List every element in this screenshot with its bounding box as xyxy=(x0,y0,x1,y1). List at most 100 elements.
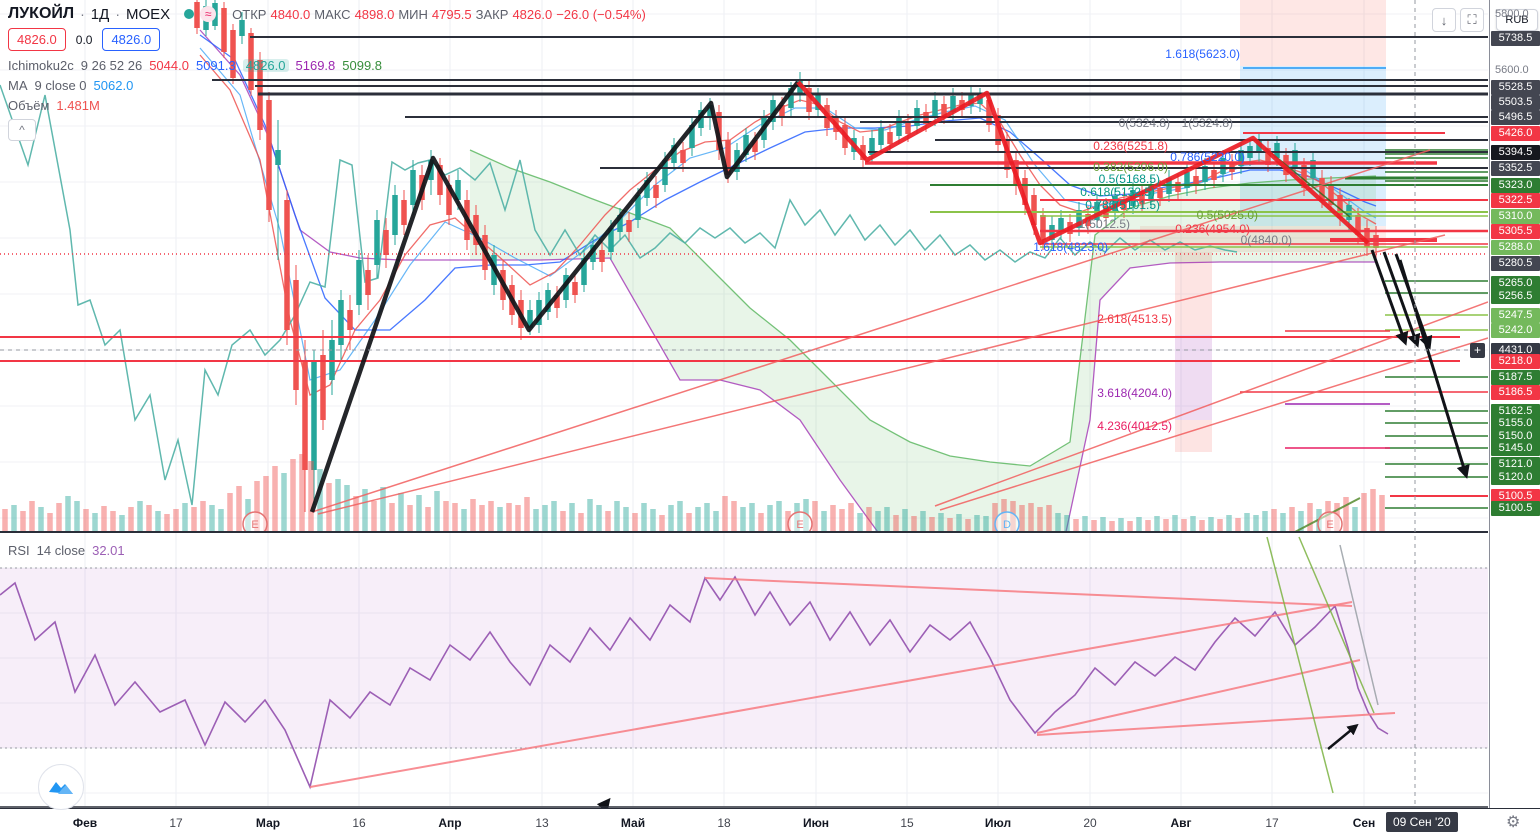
drawn-trend-line[interactable] xyxy=(311,149,1431,513)
volume-bar xyxy=(596,505,602,531)
candle-body xyxy=(239,20,245,36)
price-line-label: 5394.5 xyxy=(1491,144,1540,160)
drawn-trend-line[interactable] xyxy=(939,337,1488,511)
volume-bar xyxy=(389,503,395,531)
rsi-trend-line[interactable] xyxy=(1036,659,1361,734)
annotation-arrow[interactable] xyxy=(1382,251,1421,348)
maximize-pane-button[interactable]: ⛶ xyxy=(1460,8,1484,32)
collapse-legend-button[interactable]: ^ xyxy=(8,119,36,141)
candle-body xyxy=(1058,218,1064,232)
candle-body xyxy=(473,215,479,245)
tradingview-logo[interactable] xyxy=(38,764,84,810)
rsi-trend-line[interactable] xyxy=(1298,536,1375,714)
fib-level-label[interactable]: 0.618(5132.5) xyxy=(1080,185,1155,199)
event-marker[interactable]: E xyxy=(787,511,813,536)
volume-bar xyxy=(1271,509,1277,531)
rsi-legend-row[interactable]: RSI 14 close 32.01 xyxy=(8,543,125,558)
volume-bar xyxy=(299,454,305,531)
ma-legend-row[interactable]: MA 9 close 0 5062.0 xyxy=(8,79,646,92)
volume-bar xyxy=(965,519,971,531)
fib-level-label[interactable]: 0.382(5206.0) xyxy=(1093,160,1168,174)
volume-bar xyxy=(488,501,494,531)
event-marker-letter: D xyxy=(1003,519,1011,531)
price-axis[interactable]: RUB 5800.0 5600.0 5738.5 5528.5 5503.5 5496.5… xyxy=(1489,0,1540,808)
fib-level-label[interactable]: 0.5(5025.0) xyxy=(1197,208,1258,222)
scroll-to-recent-button[interactable]: ↓ xyxy=(1432,8,1456,32)
volume-bar xyxy=(695,507,701,531)
time-axis[interactable]: 09 Сен '20 ⚙ Фев 17 Мар 16 Апр 13 Май 18 Июн 15 Ию… xyxy=(0,808,1540,835)
sell-price-button[interactable]: 4826.0 xyxy=(8,28,66,51)
fib-level-label[interactable]: 0(5324.8) xyxy=(1119,116,1170,130)
ichimoku-name: Ichimoku2c xyxy=(8,58,74,73)
rsi-trend-line[interactable] xyxy=(1266,536,1334,794)
volume-bar xyxy=(830,505,836,531)
price-line-label: 5100.5 xyxy=(1491,500,1540,516)
ichimoku-legend-row[interactable]: Ichimoku2c 9 26 52 26 5044.0 5091.3 4826… xyxy=(8,59,646,72)
fib-level-label[interactable]: 1(5012.5) xyxy=(1079,217,1130,231)
highlight-band[interactable] xyxy=(1175,335,1212,420)
volume-bar xyxy=(1199,520,1205,531)
candle-body xyxy=(1193,176,1199,186)
candle-body xyxy=(635,195,641,220)
event-marker[interactable]: D xyxy=(994,511,1020,536)
fib-level-label[interactable]: 0(4840.0) xyxy=(1241,233,1292,247)
fib-level-label[interactable]: 4.236(4012.5) xyxy=(1097,419,1172,433)
rsi-trend-line[interactable] xyxy=(309,601,1353,788)
zigzag-red[interactable] xyxy=(796,80,1370,246)
price-line-label: 5280.5 xyxy=(1491,255,1540,271)
price-line-label: 5738.5 xyxy=(1491,30,1540,46)
volume-bar xyxy=(56,503,62,531)
fib-level-label[interactable]: 0.5(5168.5) xyxy=(1099,172,1160,186)
annotation-arrow[interactable] xyxy=(1398,259,1470,479)
interval-label[interactable]: 1Д xyxy=(90,5,110,23)
buy-price-button[interactable]: 4826.0 xyxy=(102,28,161,51)
fib-level-label[interactable]: 0.786(5220.0) xyxy=(1170,150,1245,164)
event-marker[interactable]: E xyxy=(242,511,268,536)
candle-body xyxy=(374,220,380,265)
approx-price-icon[interactable]: ≈ xyxy=(200,6,217,22)
volume-bar xyxy=(263,476,269,531)
candle-body xyxy=(320,355,326,420)
fib-level-label[interactable]: 0.236(4954.0) xyxy=(1175,222,1250,236)
rsi-trend-line[interactable] xyxy=(1339,544,1379,706)
candle-body xyxy=(779,105,785,118)
fib-level-label[interactable]: 0.786(5101.5) xyxy=(1085,198,1160,212)
volume-bar xyxy=(479,505,485,531)
volume-bar xyxy=(506,503,512,531)
highlight-band[interactable] xyxy=(1175,420,1212,452)
axis-settings-gear-icon[interactable]: ⚙ xyxy=(1506,814,1521,831)
symbol-name[interactable]: ЛУКОЙЛ xyxy=(8,5,75,22)
ichimoku-cloud xyxy=(470,150,1376,532)
zigzag-black[interactable] xyxy=(309,80,800,513)
volume-bar xyxy=(1091,520,1097,531)
fib-level-label[interactable]: 1.618(5623.0) xyxy=(1165,47,1240,61)
volume-bar xyxy=(272,466,278,531)
price-line-label: 5426.0 xyxy=(1491,125,1540,141)
fib-level-label[interactable]: 1.618(4823.0) xyxy=(1033,240,1108,254)
volume-bar xyxy=(1361,493,1367,531)
volume-legend-row[interactable]: Объём 1.481M xyxy=(8,99,646,112)
candle-body xyxy=(536,300,542,325)
add-alert-plus-button[interactable]: + xyxy=(1470,343,1485,358)
candle-body xyxy=(221,8,227,52)
volume-bar xyxy=(875,511,881,531)
volume-bar xyxy=(1172,515,1178,531)
drawn-trend-line[interactable] xyxy=(1270,497,1361,545)
highlight-band[interactable] xyxy=(1240,0,1386,66)
volume-bar xyxy=(1127,521,1133,531)
fib-level-label[interactable]: 0.236(5251.8) xyxy=(1093,139,1168,153)
volume-bar xyxy=(1244,513,1250,531)
drawn-trend-line[interactable] xyxy=(317,234,1446,515)
fib-level-label[interactable]: 2.618(4513.5) xyxy=(1097,312,1172,326)
annotation-arrow[interactable] xyxy=(1370,249,1409,346)
event-marker[interactable]: E xyxy=(1317,511,1343,536)
fib-level-label[interactable]: 1(5324.8) xyxy=(1182,116,1233,130)
rsi-trend-line[interactable] xyxy=(1036,712,1396,736)
rsi-annotation-arrow[interactable] xyxy=(1327,723,1359,750)
candle-body xyxy=(383,230,389,255)
fib-level-label[interactable]: 3.618(4204.0) xyxy=(1097,386,1172,400)
volume-bar xyxy=(704,503,710,531)
volume-bar xyxy=(371,501,377,531)
rsi-trend-line[interactable] xyxy=(704,577,1353,607)
